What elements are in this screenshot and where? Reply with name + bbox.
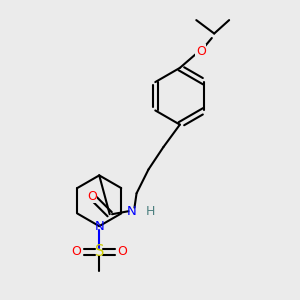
Text: O: O	[196, 45, 206, 58]
Text: O: O	[87, 190, 97, 203]
Text: O: O	[71, 245, 81, 258]
Text: H: H	[146, 205, 155, 218]
Text: O: O	[118, 245, 128, 258]
Text: S: S	[94, 244, 104, 259]
Text: N: N	[94, 220, 104, 232]
Text: N: N	[127, 205, 137, 218]
